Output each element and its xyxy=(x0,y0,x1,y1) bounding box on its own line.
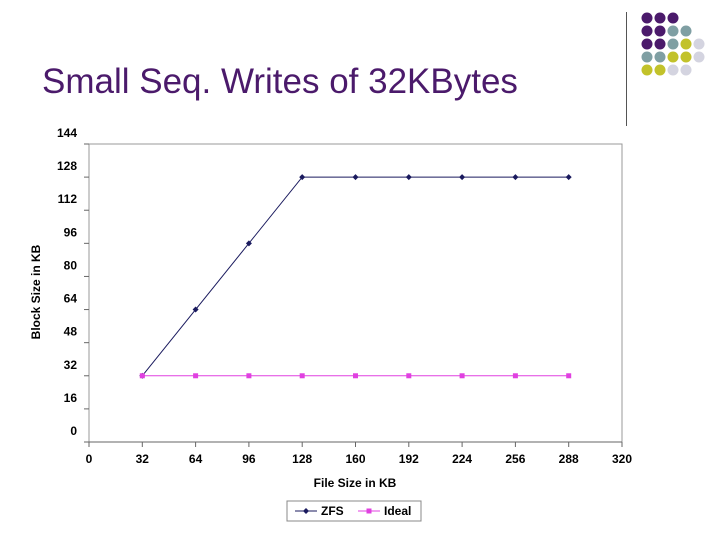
legend-label-zfs: ZFS xyxy=(321,504,344,518)
legend-box xyxy=(286,500,422,522)
decorative-dot xyxy=(680,25,692,37)
x-tick-label: 128 xyxy=(292,452,312,466)
decorative-dot-grid xyxy=(641,12,705,76)
data-point-ideal xyxy=(406,373,412,379)
data-point-ideal xyxy=(459,373,465,379)
decorative-dot xyxy=(641,12,653,24)
y-axis-label: Block Size in KB xyxy=(29,244,43,339)
data-point-ideal xyxy=(566,373,572,379)
x-tick-label: 64 xyxy=(189,452,203,466)
y-tick-label: 144 xyxy=(57,126,77,140)
decorative-dot xyxy=(654,25,666,37)
data-point-ideal xyxy=(193,373,199,379)
decorative-dot xyxy=(654,38,666,50)
data-point-zfs xyxy=(192,306,199,313)
data-point-zfs xyxy=(565,174,572,181)
decorative-dot xyxy=(654,12,666,24)
y-tick-label: 80 xyxy=(64,258,78,272)
y-tick-label: 64 xyxy=(64,292,78,306)
decorative-dot xyxy=(654,64,666,76)
data-point-zfs xyxy=(299,174,306,181)
decorative-dot xyxy=(667,51,679,63)
decorative-dot xyxy=(667,64,679,76)
data-point-ideal xyxy=(139,373,145,379)
x-tick-label: 160 xyxy=(345,452,365,466)
decorative-dot xyxy=(641,64,653,76)
x-tick-label: 0 xyxy=(86,452,93,466)
legend-marker-ideal xyxy=(366,508,372,514)
data-point-ideal xyxy=(246,373,252,379)
decorative-dot xyxy=(641,51,653,63)
title-divider-line xyxy=(626,12,627,126)
y-tick-label: 0 xyxy=(70,424,77,438)
decorative-dot xyxy=(693,38,705,50)
legend-label-ideal: Ideal xyxy=(384,504,411,518)
y-tick-label: 48 xyxy=(64,325,78,339)
data-point-zfs xyxy=(512,174,519,181)
decorative-dot xyxy=(641,25,653,37)
data-point-zfs xyxy=(245,240,252,247)
x-tick-label: 32 xyxy=(136,452,150,466)
decorative-dot xyxy=(680,38,692,50)
y-tick-label: 16 xyxy=(64,391,78,405)
x-tick-label: 224 xyxy=(452,452,472,466)
x-axis-label: File Size in KB xyxy=(314,476,397,490)
legend: ZFS Ideal xyxy=(286,500,422,522)
plot-area-border xyxy=(88,143,623,443)
decorative-dot xyxy=(667,25,679,37)
slide-title: Small Seq. Writes of 32KBytes xyxy=(42,62,518,101)
data-point-zfs xyxy=(405,174,412,181)
series-line-zfs xyxy=(141,176,569,377)
y-tick-label: 112 xyxy=(58,192,78,206)
decorative-dot xyxy=(667,38,679,50)
decorative-dot xyxy=(667,12,679,24)
y-tick-label: 128 xyxy=(57,159,77,173)
x-tick-label: 288 xyxy=(559,452,579,466)
data-point-ideal xyxy=(512,373,518,379)
data-point-zfs xyxy=(352,174,359,181)
legend-marker-zfs xyxy=(303,508,309,514)
data-point-ideal xyxy=(353,373,358,379)
y-tick-label: 96 xyxy=(64,225,78,239)
data-point-zfs xyxy=(459,174,466,181)
decorative-dot xyxy=(680,64,692,76)
data-point-ideal xyxy=(299,373,305,379)
decorative-dot xyxy=(654,51,666,63)
y-tick-label: 32 xyxy=(64,358,78,372)
x-tick-label: 320 xyxy=(612,452,632,466)
x-tick-label: 256 xyxy=(505,452,525,466)
decorative-dot xyxy=(680,51,692,63)
decorative-dot xyxy=(641,38,653,50)
x-tick-label: 192 xyxy=(399,452,419,466)
decorative-dot xyxy=(693,51,705,63)
x-tick-label: 96 xyxy=(242,452,256,466)
